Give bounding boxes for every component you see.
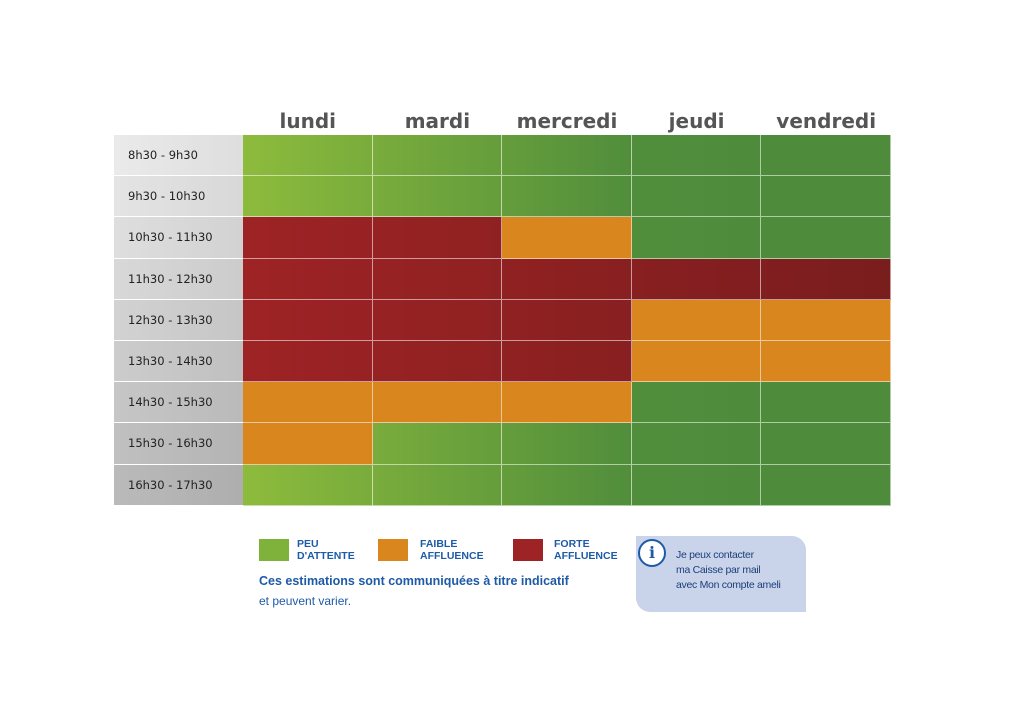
heat-cell-faible — [502, 382, 632, 424]
heat-cell-peu — [372, 176, 503, 218]
time-slot-label: 11h30 - 12h30 — [114, 258, 243, 300]
heat-cell-forte — [243, 341, 373, 383]
heat-cell-faible — [761, 341, 891, 383]
heat-cell-forte — [502, 258, 632, 300]
heat-cell-peu — [761, 135, 891, 177]
heat-cell-forte — [243, 299, 373, 341]
heat-cell-peu — [502, 464, 632, 506]
legend-swatch-faible — [378, 539, 408, 561]
heat-cell-peu — [502, 423, 632, 465]
heat-cell-forte — [243, 258, 373, 300]
heat-cell-forte — [372, 258, 503, 300]
day-header-lundi: lundi — [279, 109, 337, 133]
heat-cell-peu — [631, 382, 762, 424]
heat-cell-forte — [631, 258, 762, 300]
time-slot-label: 12h30 - 13h30 — [114, 299, 243, 341]
day-header-vendredi: vendredi — [776, 109, 877, 133]
heat-cell-faible — [631, 299, 762, 341]
heat-cell-peu — [243, 176, 373, 218]
heat-cell-faible — [243, 423, 373, 465]
time-slot-label: 10h30 - 11h30 — [114, 217, 243, 259]
time-slot-label: 9h30 - 10h30 — [114, 176, 243, 218]
heat-cell-peu — [372, 135, 503, 177]
info-text: Je peux contacter ma Caisse par mail ave… — [676, 548, 804, 593]
time-slot-label: 16h30 - 17h30 — [114, 464, 243, 506]
heat-cell-faible — [372, 382, 503, 424]
time-slot-label: 8h30 - 9h30 — [114, 135, 243, 177]
heat-cell-peu — [502, 135, 632, 177]
day-header-mercredi: mercredi — [516, 109, 618, 133]
estimation-note-sub: et peuvent varier. — [259, 594, 352, 608]
heat-cell-peu — [761, 464, 891, 506]
legend-label-faible: FAIBLE AFFLUENCE — [420, 538, 484, 562]
heat-cell-forte — [372, 299, 503, 341]
legend-swatch-forte — [513, 539, 543, 561]
heat-cell-peu — [761, 382, 891, 424]
heat-cell-peu — [761, 423, 891, 465]
heat-cell-peu — [372, 423, 503, 465]
legend-label-forte: FORTE AFFLUENCE — [554, 538, 618, 562]
heat-cell-faible — [631, 341, 762, 383]
heat-cell-peu — [631, 217, 762, 259]
heat-cell-peu — [631, 176, 762, 218]
heat-cell-forte — [502, 341, 632, 383]
heat-cell-peu — [761, 176, 891, 218]
heat-cell-peu — [631, 423, 762, 465]
heat-cell-peu — [502, 176, 632, 218]
estimation-note: Ces estimations sont communiquées à titr… — [259, 574, 569, 588]
time-slot-label: 13h30 - 14h30 — [114, 341, 243, 383]
heat-cell-faible — [502, 217, 632, 259]
info-line: ma Caisse par mail — [676, 564, 761, 576]
day-header-jeudi: jeudi — [668, 109, 725, 133]
legend-label-peu: PEU D'ATTENTE — [297, 538, 355, 562]
time-slot-label: 14h30 - 15h30 — [114, 382, 243, 424]
day-header-mardi: mardi — [404, 109, 471, 133]
info-icon: i — [638, 539, 666, 567]
legend-swatch-peu — [259, 539, 289, 561]
heat-cell-forte — [761, 258, 891, 300]
heat-cell-faible — [243, 382, 373, 424]
time-slot-label: 15h30 - 16h30 — [114, 423, 243, 465]
heat-cell-peu — [243, 135, 373, 177]
heat-cell-peu — [761, 217, 891, 259]
info-line: avec Mon compte ameli — [676, 579, 781, 591]
heat-cell-forte — [372, 217, 503, 259]
heat-cell-forte — [372, 341, 503, 383]
heat-cell-peu — [631, 135, 762, 177]
heat-cell-peu — [243, 464, 373, 506]
heat-cell-forte — [502, 299, 632, 341]
heat-cell-peu — [631, 464, 762, 506]
info-line: Je peux contacter — [676, 549, 754, 561]
heat-cell-faible — [761, 299, 891, 341]
heat-cell-forte — [243, 217, 373, 259]
heat-cell-peu — [372, 464, 503, 506]
